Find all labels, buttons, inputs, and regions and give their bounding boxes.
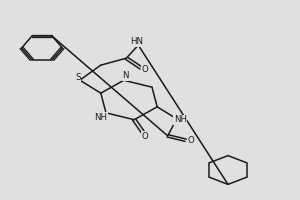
Text: N: N	[122, 71, 128, 80]
Text: O: O	[188, 136, 194, 145]
Text: O: O	[141, 132, 148, 141]
Text: HN: HN	[130, 37, 143, 46]
Text: NH: NH	[94, 113, 107, 122]
Text: S: S	[76, 73, 81, 82]
Text: NH: NH	[174, 115, 187, 124]
Text: O: O	[142, 65, 148, 74]
